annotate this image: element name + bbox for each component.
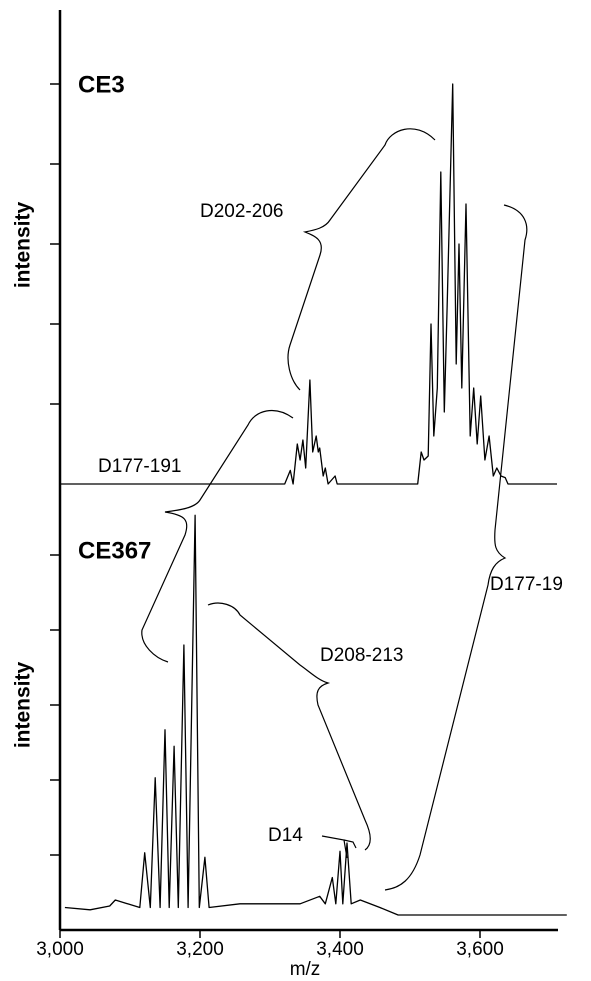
annotation: D177-191	[98, 456, 181, 477]
annotation: D208-213	[320, 645, 403, 666]
brace	[207, 602, 371, 851]
x-tick-label: 3,200	[176, 939, 224, 960]
y-axis-label: intensity	[12, 202, 35, 289]
x-tick-label: 3,400	[316, 939, 364, 960]
y-axis-label: intensity	[12, 662, 35, 749]
annotation: D14	[268, 825, 303, 846]
panel-label: CE367	[78, 537, 151, 564]
x-axis-label: m/z	[290, 959, 321, 980]
panel-label: CE3	[78, 71, 125, 98]
brace	[384, 204, 528, 891]
spectrum-line	[64, 514, 567, 916]
spectrum-line	[60, 83, 557, 485]
brace	[287, 128, 436, 391]
x-tick-label: 3,000	[36, 939, 84, 960]
brace	[141, 409, 294, 663]
annotation: D177-19	[490, 574, 563, 595]
x-tick-label: 3,600	[456, 939, 504, 960]
leader-line	[321, 835, 357, 859]
annotation: D202-206	[200, 201, 283, 222]
